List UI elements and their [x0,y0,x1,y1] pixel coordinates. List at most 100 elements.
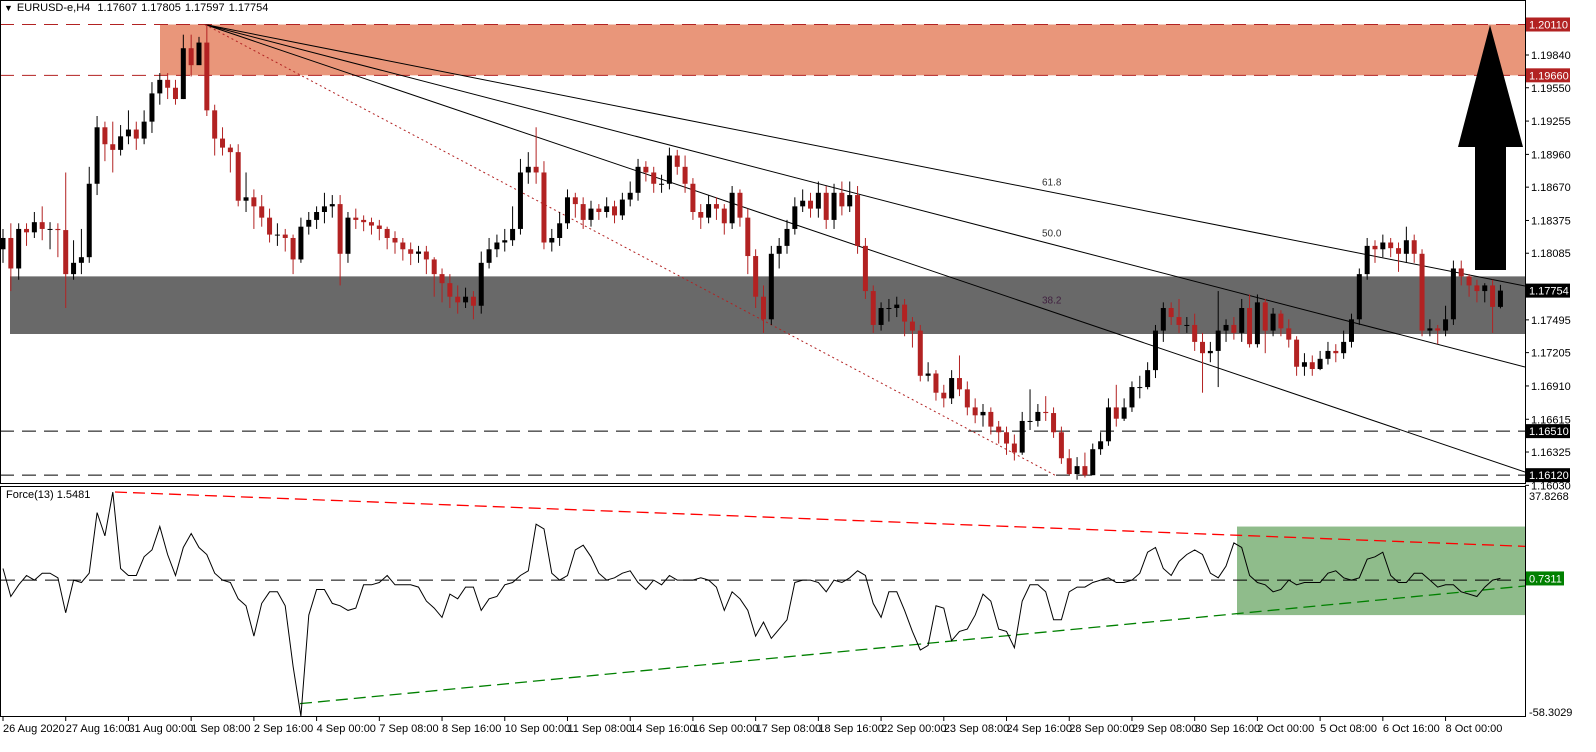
candle [423,245,429,275]
candle-body [596,208,602,213]
candle [674,149,680,175]
candle-body [847,195,853,207]
force-panel[interactable] [1,491,1526,717]
candle-body [894,304,900,309]
candle [847,181,853,213]
candle-body [376,225,382,229]
candle-body [1074,466,1080,475]
time-tick-label: 28 Sep 00:00 [1069,723,1134,735]
time-tick-label: 22 Sep 00:00 [881,723,946,735]
candle [282,228,288,252]
candle-body [564,197,570,224]
candle [1035,404,1041,427]
force-name: Force(13) [6,489,54,501]
fib-fan-baseline [204,24,1056,476]
candle-body [533,166,539,173]
candle-body [792,206,798,229]
fib-fan-label: 61.8 [1042,177,1062,188]
candle-body [698,212,704,218]
up-arrow-icon [1458,25,1523,270]
force-line [2,492,1501,717]
time-tick-label: 8 Sep 16:00 [442,723,501,735]
candle-body [1341,341,1347,354]
resistance-zone [160,24,1525,76]
candle-body [1278,313,1284,329]
candle [721,204,727,235]
price-level-label: 1.20110 [1529,20,1568,32]
candle [1074,457,1080,480]
candle [525,152,531,184]
candle [1301,353,1307,376]
candle [376,219,382,241]
price-panel[interactable]: 61.8 50.0 38.2 [0,24,1525,480]
candle-body [674,155,680,167]
candle-body [612,206,618,216]
candle [1278,310,1284,337]
candle [220,127,226,156]
candle-body [745,217,751,257]
candle-body [235,152,241,201]
candle-body [1200,341,1206,354]
candle-body [604,206,610,213]
candle-body [1482,285,1488,292]
candle [823,186,829,229]
force-indicator-label: Force(13) 1.5481 [6,489,90,501]
candle-body [659,183,665,185]
open-value: 1.17607 [97,2,138,14]
time-tick-label: 11 Sep 08:00 [567,723,632,735]
force-value: 1.5481 [56,489,91,501]
candle-body [580,204,586,220]
candle-body [706,204,712,218]
candle [870,285,876,333]
candle [1098,432,1104,455]
candle-body [1372,245,1378,250]
candle [800,189,806,213]
fib-fan-label: 38.2 [1042,295,1062,306]
candle-body [902,304,908,322]
candle [306,212,312,235]
candle-body [47,228,53,230]
candle [737,189,743,227]
candle-body [125,129,131,137]
candle-body [839,192,845,207]
candle-body [212,110,218,139]
candle [1286,319,1292,348]
candle-body [141,121,147,139]
dropdown-triangle-icon[interactable]: ▼ [4,3,13,13]
force-lower-trendline [299,585,1526,705]
candle-body [549,237,555,243]
candle-body [1129,387,1135,408]
chart-title: ▼ EURUSD-e,H4 1.17607 1.17805 1.17597 1.1775… [4,2,272,14]
price-level-badge [1526,468,1570,483]
candle [1348,313,1354,348]
candle [659,174,665,193]
candle [1388,237,1394,258]
candle [1105,398,1111,446]
candle-body [557,223,563,238]
candle [337,195,343,286]
candle-body [768,253,774,320]
candle-body [588,208,594,220]
candle [165,73,171,100]
candle-body [1043,411,1049,414]
candle-body [455,296,461,303]
candle-body [1427,328,1433,331]
candle [1309,355,1315,376]
candle [1341,330,1347,359]
candle [996,420,1002,444]
candle-body [8,237,14,269]
candle [933,370,939,401]
candle [1082,452,1088,478]
candle [8,223,14,292]
candle [988,407,994,435]
candle [1254,294,1260,348]
candle [768,245,774,325]
candle [227,144,233,173]
candle [24,223,30,246]
candle [1270,308,1276,337]
candle-body [274,234,280,236]
candle [792,197,798,235]
candle-body [24,228,30,233]
candle-body [416,251,422,254]
